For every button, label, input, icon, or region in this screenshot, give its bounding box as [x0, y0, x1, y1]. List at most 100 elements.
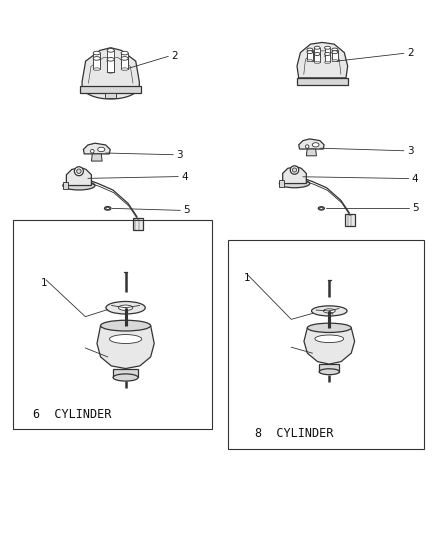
- Ellipse shape: [325, 61, 330, 63]
- Text: 4: 4: [181, 172, 188, 182]
- Bar: [93, 53, 100, 64]
- Text: 5: 5: [183, 205, 190, 215]
- Ellipse shape: [106, 207, 110, 209]
- Ellipse shape: [315, 335, 344, 343]
- Ellipse shape: [314, 53, 320, 55]
- Polygon shape: [297, 43, 348, 78]
- Ellipse shape: [311, 306, 347, 316]
- Ellipse shape: [314, 46, 320, 49]
- Polygon shape: [67, 168, 92, 185]
- Ellipse shape: [307, 48, 313, 51]
- Bar: [105, 93, 116, 98]
- Ellipse shape: [325, 53, 330, 55]
- Bar: [80, 86, 141, 93]
- Ellipse shape: [107, 49, 114, 52]
- Bar: [332, 50, 338, 58]
- Polygon shape: [83, 143, 110, 154]
- Text: 3: 3: [176, 150, 183, 160]
- Text: 5: 5: [412, 204, 418, 213]
- Bar: [107, 59, 114, 72]
- Ellipse shape: [121, 62, 128, 65]
- Ellipse shape: [63, 181, 95, 190]
- Ellipse shape: [307, 51, 313, 54]
- Polygon shape: [299, 139, 324, 149]
- Ellipse shape: [332, 51, 338, 54]
- Polygon shape: [306, 149, 317, 156]
- Polygon shape: [319, 364, 339, 372]
- Ellipse shape: [93, 51, 100, 55]
- Bar: [279, 180, 284, 187]
- Ellipse shape: [121, 56, 128, 60]
- Ellipse shape: [118, 305, 133, 310]
- Text: 8  CYLINDER: 8 CYLINDER: [255, 427, 333, 440]
- Circle shape: [305, 145, 309, 148]
- Circle shape: [293, 168, 297, 172]
- Ellipse shape: [107, 58, 114, 61]
- Ellipse shape: [101, 320, 151, 331]
- Ellipse shape: [307, 57, 313, 59]
- Bar: [121, 59, 128, 69]
- Text: 4: 4: [412, 174, 418, 183]
- Ellipse shape: [121, 68, 128, 70]
- Text: 2: 2: [171, 51, 178, 61]
- Bar: [121, 53, 128, 64]
- Ellipse shape: [121, 51, 128, 55]
- Ellipse shape: [332, 48, 338, 51]
- Ellipse shape: [279, 179, 310, 188]
- Polygon shape: [97, 326, 154, 368]
- Bar: [314, 48, 320, 56]
- Ellipse shape: [93, 62, 100, 65]
- Bar: [314, 54, 320, 62]
- Ellipse shape: [314, 55, 320, 57]
- Bar: [325, 54, 330, 62]
- Bar: [107, 61, 114, 72]
- Bar: [325, 48, 330, 56]
- Bar: [133, 217, 143, 230]
- Polygon shape: [92, 154, 102, 161]
- Bar: [345, 214, 355, 226]
- Circle shape: [77, 169, 81, 173]
- Circle shape: [91, 149, 94, 153]
- Text: 1: 1: [41, 278, 48, 288]
- Bar: [307, 50, 313, 58]
- Polygon shape: [304, 328, 355, 364]
- Ellipse shape: [107, 60, 114, 62]
- Bar: [13, 220, 212, 429]
- Text: 3: 3: [407, 146, 413, 156]
- Ellipse shape: [106, 302, 145, 314]
- Ellipse shape: [323, 309, 335, 313]
- Ellipse shape: [110, 335, 142, 343]
- Polygon shape: [113, 368, 138, 377]
- Bar: [63, 182, 68, 189]
- Ellipse shape: [314, 61, 320, 63]
- Ellipse shape: [307, 323, 351, 333]
- Bar: [297, 78, 348, 85]
- Circle shape: [290, 166, 299, 174]
- Text: 1: 1: [244, 273, 251, 283]
- Ellipse shape: [307, 60, 313, 62]
- Text: 6  CYLINDER: 6 CYLINDER: [33, 408, 112, 421]
- Ellipse shape: [98, 147, 105, 152]
- Ellipse shape: [107, 70, 114, 73]
- Ellipse shape: [318, 207, 325, 210]
- Ellipse shape: [320, 207, 323, 209]
- Ellipse shape: [325, 46, 330, 49]
- Ellipse shape: [107, 59, 114, 63]
- Polygon shape: [82, 47, 139, 99]
- Ellipse shape: [319, 369, 339, 375]
- Ellipse shape: [105, 207, 111, 210]
- Ellipse shape: [93, 68, 100, 70]
- Bar: [93, 59, 100, 69]
- Ellipse shape: [332, 60, 338, 62]
- Bar: [228, 240, 424, 449]
- Bar: [332, 52, 338, 61]
- Text: 2: 2: [407, 49, 413, 58]
- Circle shape: [74, 167, 83, 176]
- Bar: [307, 52, 313, 61]
- Ellipse shape: [325, 55, 330, 57]
- Bar: [107, 51, 114, 61]
- Polygon shape: [283, 167, 306, 183]
- Ellipse shape: [312, 143, 319, 147]
- Ellipse shape: [93, 56, 100, 60]
- Ellipse shape: [332, 57, 338, 59]
